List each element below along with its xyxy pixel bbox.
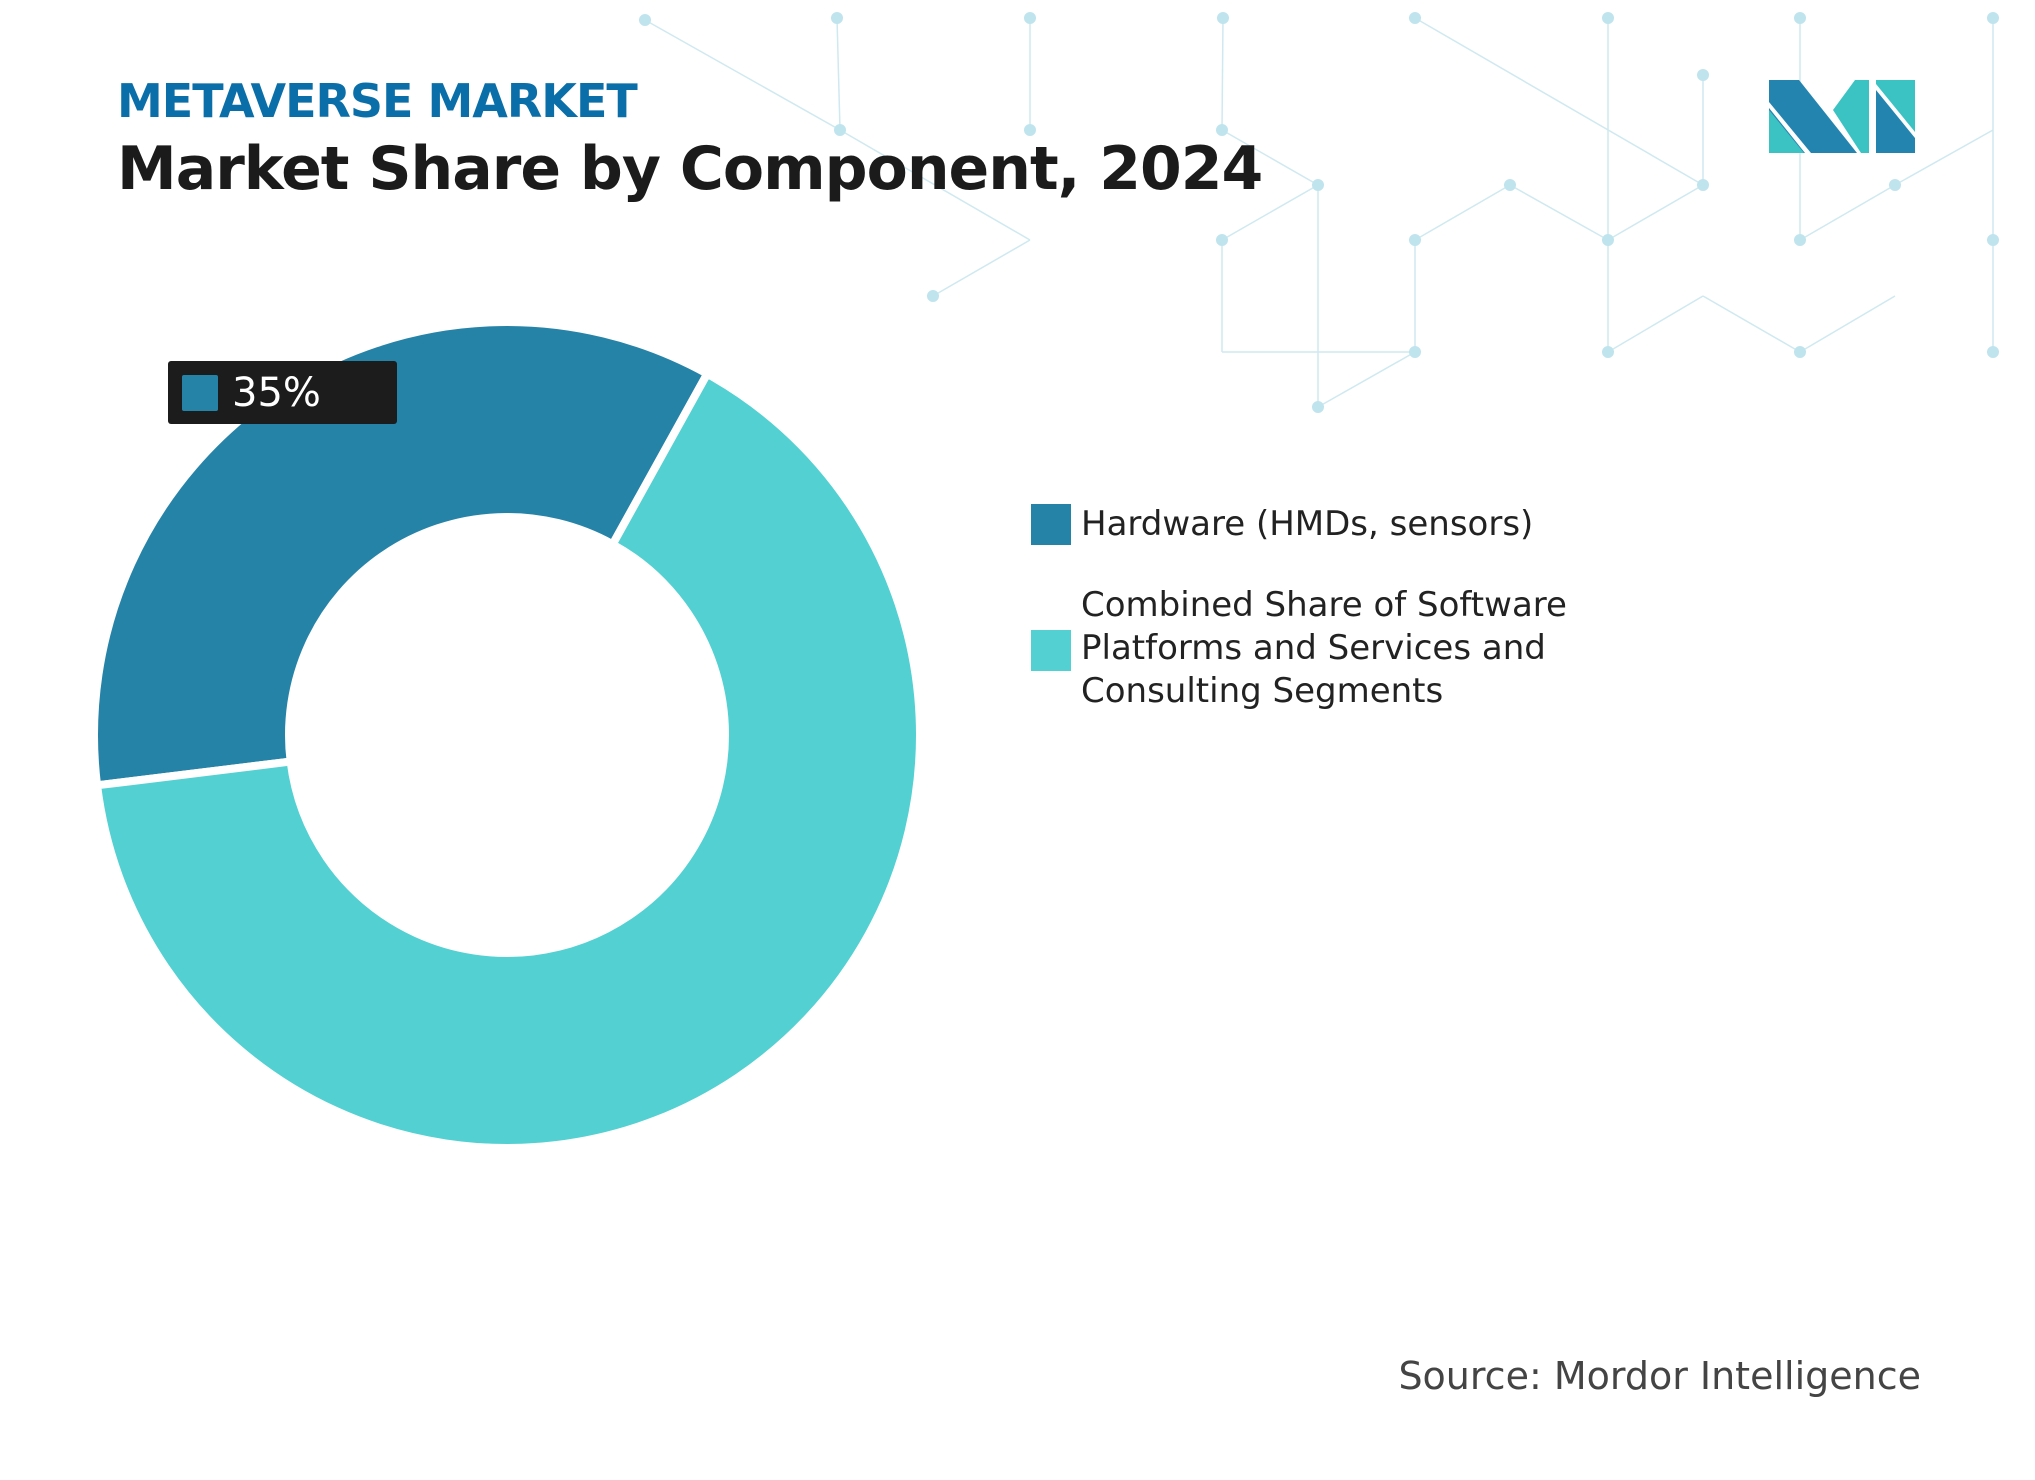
pattern-node	[1987, 346, 1999, 358]
pattern-node	[1504, 179, 1516, 191]
pattern-node	[1889, 179, 1901, 191]
pattern-line	[1317, 351, 1416, 408]
pattern-line	[1221, 129, 1319, 186]
chart-title: Market Share by Component, 2024	[117, 134, 1263, 204]
pattern-node	[1312, 179, 1324, 191]
pattern-node	[1216, 124, 1228, 136]
pattern-line	[644, 19, 841, 131]
pattern-node	[1602, 234, 1614, 246]
chart-subtitle: METAVERSE MARKET	[117, 74, 638, 128]
data-label-text: 35%	[232, 369, 321, 416]
mordor-logo	[1769, 80, 1915, 153]
pattern-line	[1221, 17, 1224, 131]
data-label-swatch	[182, 374, 218, 411]
pattern-node	[1794, 346, 1806, 358]
pattern-node	[1024, 124, 1036, 136]
source-note: Source: Mordor Intelligence	[1398, 1354, 1921, 1398]
pattern-line	[1702, 295, 1801, 353]
pattern-node	[831, 12, 843, 24]
pattern-node	[1409, 234, 1421, 246]
pattern-line	[1607, 184, 1704, 241]
legend-label: Combined Share of Software Platforms and…	[1081, 585, 1567, 711]
legend-label: Hardware (HMDs, sensors)	[1081, 504, 1534, 544]
pattern-line	[932, 239, 1031, 297]
legend-swatch	[1031, 504, 1071, 545]
pattern-line	[839, 129, 1031, 241]
data-label-hardware: 35%	[168, 361, 397, 424]
pattern-node	[834, 124, 846, 136]
legend-swatch	[1031, 630, 1071, 671]
donut-slice-hardware	[90, 318, 713, 790]
pattern-line	[1414, 17, 1704, 186]
pattern-line	[1894, 129, 1994, 186]
pattern-line	[1221, 184, 1319, 241]
pattern-node	[1987, 234, 1999, 246]
pattern-node	[1216, 234, 1228, 246]
pattern-node	[927, 290, 939, 302]
pattern-node	[1217, 12, 1229, 24]
pattern-line	[1414, 184, 1511, 241]
pattern-line	[1799, 184, 1896, 241]
pattern-node	[639, 14, 651, 26]
pattern-node	[1794, 234, 1806, 246]
pattern-node	[1312, 401, 1324, 413]
background-hex-pattern	[639, 12, 1999, 413]
pattern-node	[1794, 12, 1806, 24]
pattern-line	[1607, 295, 1704, 353]
pattern-node	[1409, 346, 1421, 358]
donut-slice-software-services	[92, 368, 924, 1152]
pattern-node	[1409, 12, 1421, 24]
pattern-node	[1697, 69, 1709, 81]
pattern-node	[1602, 346, 1614, 358]
pattern-node	[1697, 179, 1709, 191]
pattern-node	[1024, 12, 1036, 24]
donut-chart	[90, 318, 924, 1152]
pattern-line	[836, 17, 841, 131]
pattern-node	[1987, 12, 1999, 24]
pattern-line	[1509, 184, 1609, 241]
pattern-line	[1799, 295, 1896, 353]
pattern-node	[1602, 12, 1614, 24]
